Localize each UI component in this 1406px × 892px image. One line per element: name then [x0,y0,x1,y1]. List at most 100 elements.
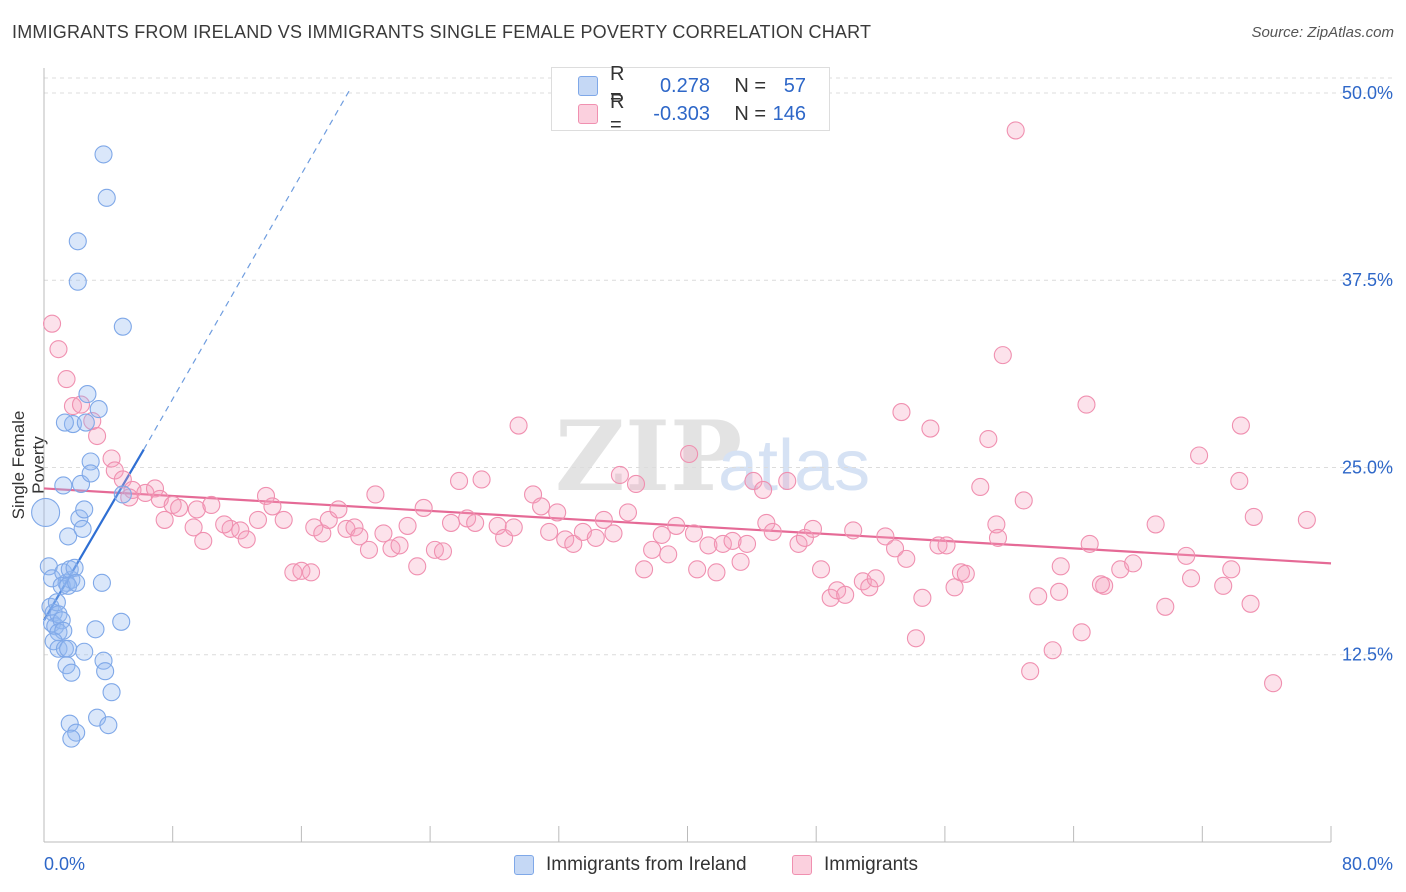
immigrants-point [885,539,905,558]
stats-legend: R = 0.278 N = 57 R = -0.303 N = 146 [551,63,830,136]
n-value: 57 [783,74,806,97]
immigrants-point [897,549,916,568]
immigrants-point [1021,662,1040,681]
immigrants-point [49,340,68,359]
ireland-point [65,558,84,577]
immigrants-point [408,557,427,576]
immigrants-point [466,513,485,532]
immigrants-point [366,485,385,504]
ireland-point [59,639,78,658]
immigrants-point [610,465,629,485]
immigrants-point [329,500,348,519]
immigrants-point [274,510,293,529]
immigrants-point [1072,623,1091,642]
ireland-trend-extension [143,89,351,450]
immigrants-point [1006,121,1025,140]
immigrants-point [187,500,206,519]
ireland-point [89,400,108,419]
ireland-point [99,716,118,735]
ireland-point [81,464,100,483]
ireland-point [59,527,78,546]
immigrants-point [88,426,107,446]
immigrants-point [450,471,469,491]
immigrants-point [504,518,523,537]
immigrants-point [57,370,76,389]
legend-item-immigrants[interactable]: Immigrants [792,852,918,878]
ireland-point [76,413,95,432]
legend-swatch-ireland [514,855,534,875]
immigrants-point [398,516,417,535]
immigrants-point [988,528,1008,547]
immigrants-point [1190,446,1209,465]
immigrants-point [836,585,855,604]
immigrants-point [540,522,559,541]
r-label: R = [610,63,625,108]
immigrants-point [680,444,699,464]
immigrants-point [390,536,409,555]
immigrants-point [763,522,782,541]
ireland-point [96,662,115,681]
immigrants-point [971,477,990,497]
stats-row-ireland: R = 0.278 N = 57 [552,63,806,108]
axes [43,68,1332,843]
ireland-point [112,612,131,631]
y-tick-label: 25.0% [1342,457,1393,477]
tick-labels: 12.5% 25.0% 37.5% 50.0% 0.0% 80.0% [44,83,1393,874]
ireland-point [57,573,76,592]
immigrants-point [145,479,165,498]
immigrants-point [1124,554,1143,573]
immigrants-point [302,563,321,582]
immigrants-point [1146,515,1165,534]
immigrants-point [184,518,203,537]
immigrants-point [564,534,583,553]
immigrants-point [731,552,750,571]
chart-title: IMMIGRANTS FROM IRELAND VS IMMIGRANTS SI… [12,22,872,42]
ireland-point [67,723,86,742]
immigrants-point [256,486,276,506]
ireland-point [92,573,111,592]
data-points [31,121,1316,748]
stats-row-immigrants: R = -0.303 N = 146 [552,91,806,136]
ireland-point [62,729,81,748]
immigrants-point [71,395,91,414]
immigrants-point [345,518,364,537]
r-label: R = [610,91,625,136]
immigrants-point [1077,395,1096,414]
immigrants-point [1230,471,1249,491]
immigrants-point [821,588,840,607]
immigrants-point [699,536,718,555]
immigrants-point [374,524,393,543]
ireland-point [60,714,79,733]
immigrants-point [237,530,256,549]
ireland-point [52,576,71,595]
immigrants-swatch [578,104,598,124]
immigrants-point [231,521,250,540]
n-label: N = [734,74,766,97]
immigrants-point [643,540,662,559]
immigrants-point [945,578,964,597]
immigrants-point [844,521,863,540]
x-tick-label: 80.0% [1342,854,1393,874]
ireland-point [75,500,94,519]
immigrants-point [1156,597,1175,616]
immigrants-point [414,498,433,517]
immigrants-point [652,525,671,544]
ireland-point [67,573,86,592]
legend-label-immigrants: Immigrants [824,854,918,875]
legend-item-ireland[interactable]: Immigrants from Ireland [514,852,747,878]
watermark-zip: ZIP [555,400,742,513]
ireland-point [94,145,113,164]
immigrants-point [913,588,932,607]
ireland-point [86,620,105,639]
legend-label-ireland: Immigrants from Ireland [546,854,747,875]
immigrants-point [866,569,885,588]
immigrants-point [202,495,221,514]
immigrants-point [1222,560,1241,579]
immigrants-point [1050,582,1069,601]
ireland-point [113,317,132,336]
immigrants-point [155,510,174,529]
immigrants-point [688,560,707,579]
immigrants-point [667,516,686,535]
immigrants-point [1014,491,1033,510]
ireland-trend-line [43,448,145,621]
